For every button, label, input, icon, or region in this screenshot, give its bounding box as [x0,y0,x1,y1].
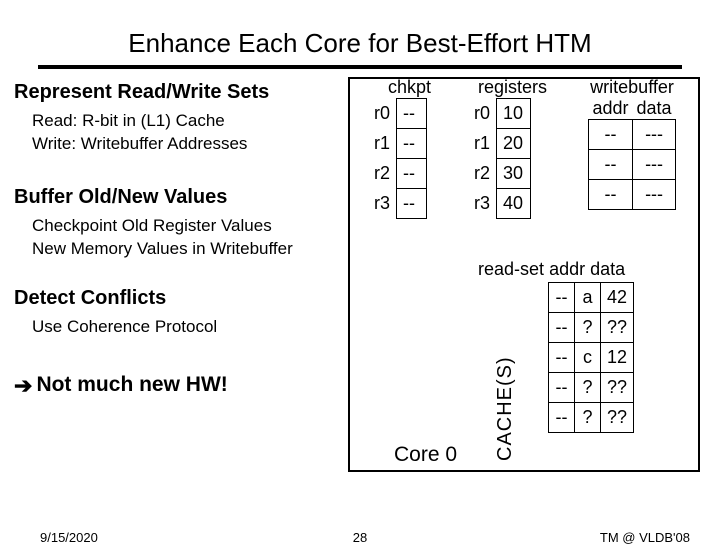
chkpt-cell: -- [397,189,427,219]
core-label: Core 0 [394,443,457,467]
reg-name: r0 [468,99,497,129]
title-underline [38,65,682,69]
heading-conflicts: Detect Conflicts [14,287,344,310]
reg-name: r0 [368,99,397,129]
reg-cell: 30 [497,159,531,189]
reg-name: r1 [468,129,497,159]
wb-data-cell: --- [633,180,676,210]
sub-coherence: Use Coherence Protocol [32,316,344,339]
final-line: ➔Not much new HW! [14,373,344,399]
rs-flag-cell: -- [549,283,575,313]
reg-cell: 40 [497,189,531,219]
rs-data-cell: ?? [601,313,634,343]
reg-cell: 20 [497,129,531,159]
registers-label: registers [468,77,547,98]
wb-addr-cell: -- [589,120,633,150]
sub-write: Write: Writebuffer Addresses [32,133,344,156]
rs-flag-cell: -- [549,313,575,343]
rs-addr-cell: ? [575,373,601,403]
reg-cell: 10 [497,99,531,129]
readset-text: read-set [478,259,544,279]
wb-addr-cell: -- [589,150,633,180]
content-area: Represent Read/Write Sets Read: R-bit in… [0,81,720,501]
rs-data-cell: ?? [601,403,634,433]
wb-addr-header: addr [589,98,633,120]
chkpt-cell: -- [397,159,427,189]
chkpt-label: chkpt [368,77,431,98]
reg-name: r2 [368,159,397,189]
reg-name: r1 [368,129,397,159]
rs-flag-cell: -- [549,343,575,373]
rs-addr-header: addr [549,259,585,279]
footer-venue: TM @ VLDB'08 [600,530,690,545]
left-column: Represent Read/Write Sets Read: R-bit in… [14,81,344,399]
rs-data-cell: 12 [601,343,634,373]
rs-addr-cell: a [575,283,601,313]
rs-data-cell: ?? [601,373,634,403]
heading-buffer: Buffer Old/New Values [14,186,344,209]
rs-addr-cell: c [575,343,601,373]
slide-title: Enhance Each Core for Best-Effort HTM [0,0,720,65]
wb-data-cell: --- [633,120,676,150]
rs-data-header: data [590,259,625,279]
readset-label: read-set addr data [478,259,625,280]
wb-addr-cell: -- [589,180,633,210]
rs-data-cell: 42 [601,283,634,313]
sub-read: Read: R-bit in (L1) Cache [32,110,344,133]
reg-name: r3 [468,189,497,219]
rs-flag-cell: -- [549,373,575,403]
writebuffer-label: writebuffer [588,77,676,98]
sub-chkpt: Checkpoint Old Register Values [32,215,344,238]
readset-table: --a42 --??? --c12 --??? --??? [548,282,634,433]
rs-addr-cell: ? [575,403,601,433]
wb-data-cell: --- [633,150,676,180]
writebuffer-table: writebuffer addr data ----- ----- ----- [588,77,676,210]
final-text: Not much new HW! [36,373,227,396]
rs-addr-cell: ? [575,313,601,343]
reg-name: r3 [368,189,397,219]
chkpt-cell: -- [397,129,427,159]
arrow-icon: ➔ [14,373,32,399]
rs-flag-cell: -- [549,403,575,433]
chkpt-cell: -- [397,99,427,129]
cache-label: CACHE(S) [494,356,517,461]
heading-readwrite: Represent Read/Write Sets [14,81,344,104]
sub-newmem: New Memory Values in Writebuffer [32,238,344,261]
registers-table: registers r010 r120 r230 r340 [468,77,547,219]
reg-name: r2 [468,159,497,189]
chkpt-table: chkpt r0-- r1-- r2-- r3-- [368,77,431,219]
wb-data-header: data [633,98,676,120]
